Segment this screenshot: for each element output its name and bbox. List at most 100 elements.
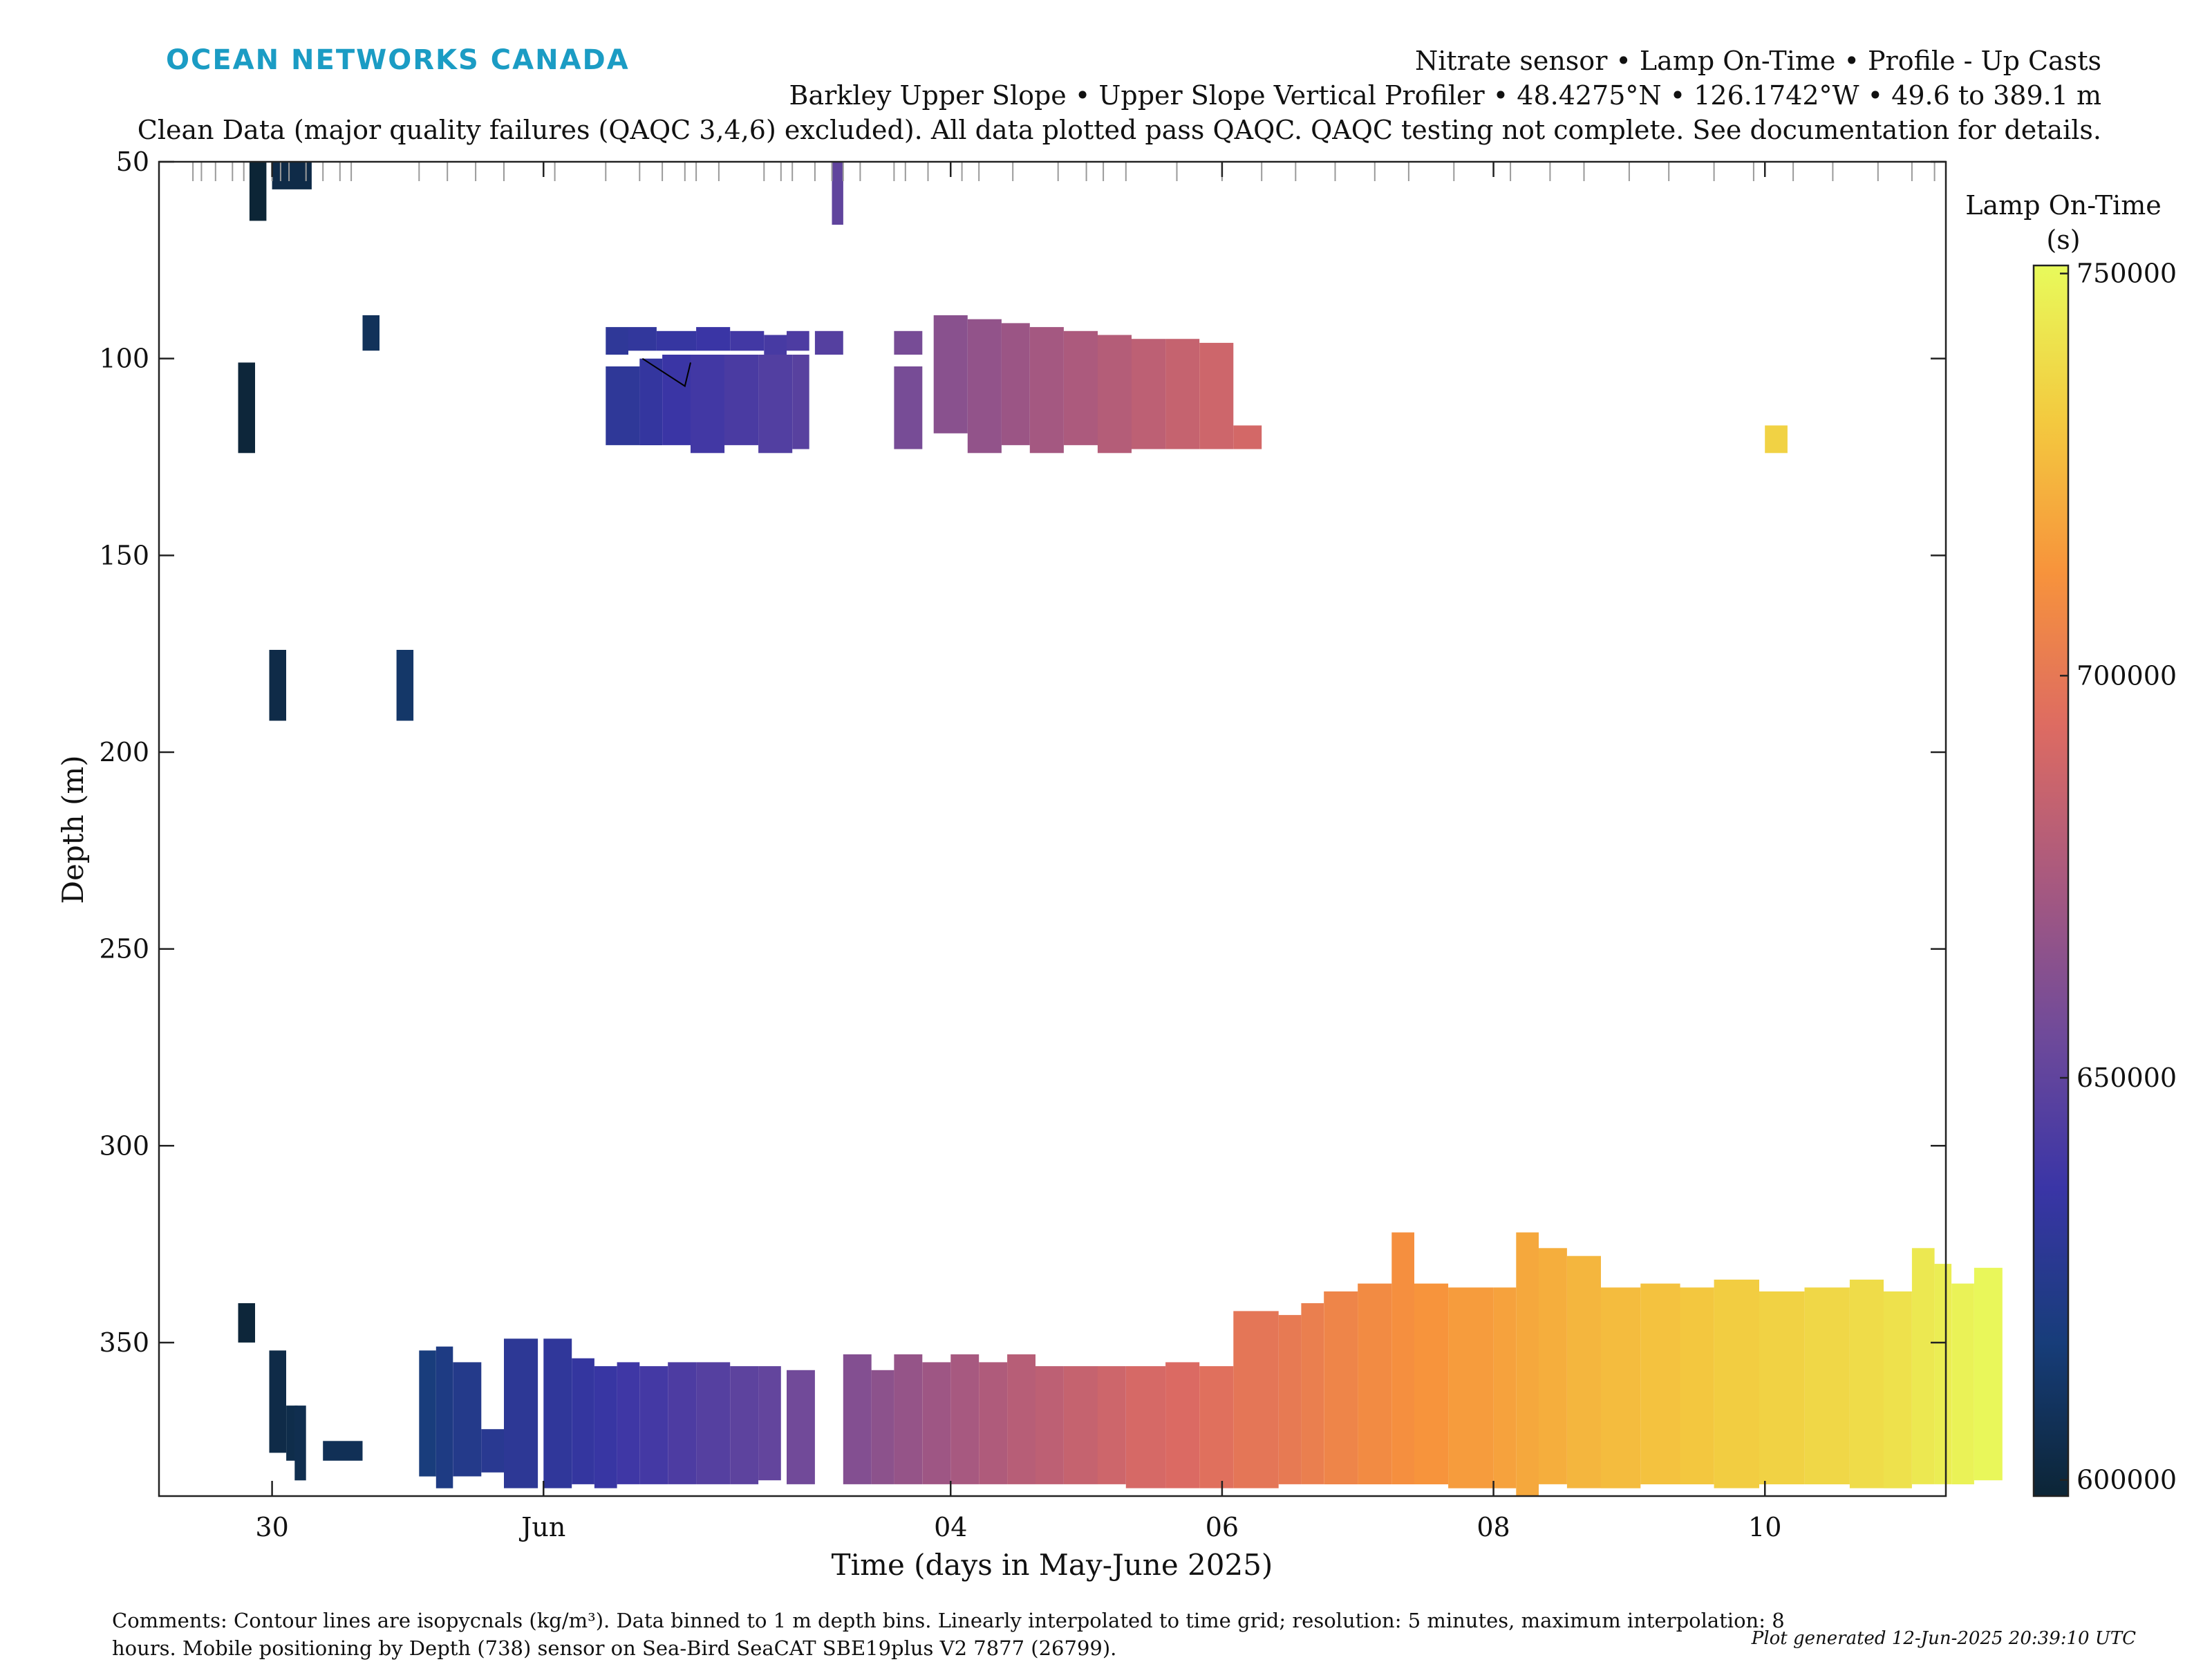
data-cell xyxy=(628,327,657,351)
data-cell xyxy=(1358,1283,1392,1484)
title-line-2: Barkley Upper Slope • Upper Slope Vertic… xyxy=(789,80,2101,111)
title-line-1: Nitrate sensor • Lamp On-Time • Profile … xyxy=(1415,46,2101,76)
data-cell xyxy=(543,1338,572,1488)
y-axis-label: Depth (m) xyxy=(56,755,90,904)
y-tick-label: 150 xyxy=(99,540,149,570)
data-cell xyxy=(323,1441,363,1461)
data-cell xyxy=(1414,1283,1449,1484)
data-cell xyxy=(362,315,379,351)
data-cell xyxy=(1640,1283,1680,1484)
data-cell xyxy=(967,319,1002,454)
data-cell xyxy=(238,362,255,454)
data-cell xyxy=(1233,425,1262,449)
data-cell xyxy=(639,358,662,445)
data-cell xyxy=(572,1358,594,1484)
data-cell xyxy=(979,1362,1008,1484)
data-cell xyxy=(1165,339,1200,449)
data-cell xyxy=(1493,1287,1517,1488)
data-cell xyxy=(792,355,809,449)
data-cell xyxy=(787,330,809,351)
data-cell xyxy=(1539,1248,1567,1484)
data-cell xyxy=(758,1366,781,1481)
data-cell xyxy=(1765,425,1788,454)
colorbar-tick-label: 600000 xyxy=(2077,1465,2177,1495)
data-cell xyxy=(269,1350,286,1453)
data-cell xyxy=(1199,1366,1234,1488)
y-tick-label: 50 xyxy=(116,147,149,177)
data-cell xyxy=(696,327,731,351)
onc-logo: OCEAN NETWORKS CANADA xyxy=(166,44,630,76)
data-cell xyxy=(453,1362,482,1477)
plot-area xyxy=(192,162,2003,1496)
data-cell xyxy=(1324,1291,1358,1484)
data-cell xyxy=(724,355,759,445)
data-cell xyxy=(1029,327,1064,454)
x-tick-label: Jun xyxy=(518,1512,565,1542)
data-cell xyxy=(696,1362,731,1484)
x-tick-label: 10 xyxy=(1748,1512,1781,1542)
data-cell xyxy=(814,330,843,355)
data-cell xyxy=(894,330,923,355)
data-cell xyxy=(1849,1279,1884,1488)
data-cell xyxy=(1934,1264,1952,1484)
data-cell xyxy=(1233,1311,1279,1488)
axes-box xyxy=(158,160,1947,1497)
data-cell xyxy=(249,162,267,221)
colorbar-tick-label: 700000 xyxy=(2077,660,2177,691)
colorbar-gradient xyxy=(2032,264,2070,1497)
data-cell xyxy=(730,330,765,351)
data-cell xyxy=(1680,1287,1714,1484)
data-cell xyxy=(1759,1291,1805,1484)
y-tick-label: 250 xyxy=(99,934,149,964)
data-cell xyxy=(294,1406,306,1481)
data-cell xyxy=(238,1303,255,1343)
colorbar-tick-label: 750000 xyxy=(2077,259,2177,289)
y-tick-label: 350 xyxy=(99,1327,149,1358)
data-cell xyxy=(1884,1291,1912,1488)
data-cell xyxy=(269,650,286,721)
data-cell xyxy=(691,355,725,454)
data-cell xyxy=(606,327,628,355)
data-cell xyxy=(832,162,843,225)
data-cell xyxy=(787,1370,815,1484)
data-cell xyxy=(1035,1366,1064,1484)
colorbar-unit: (s) xyxy=(2046,225,2080,255)
title-line-3: Clean Data (major quality failures (QAQC… xyxy=(137,115,2101,145)
data-cell xyxy=(1125,1366,1166,1488)
data-cell xyxy=(504,1338,538,1488)
data-cell xyxy=(656,330,697,351)
axes: 30 Jun 04 06 08 10 50 100 150 200 250 300 350 xyxy=(99,147,1947,1542)
data-cell xyxy=(662,355,691,445)
colorbar: 600000 650000 700000 750000 xyxy=(2032,259,2177,1497)
colorbar-label: Lamp On-Time xyxy=(1965,190,2161,221)
plot-generated-text: Plot generated 12-Jun-2025 20:39:10 UTC xyxy=(1751,1628,2136,1649)
y-tick-label: 100 xyxy=(99,344,149,374)
data-cell xyxy=(1132,339,1166,449)
x-tick-label: 30 xyxy=(255,1512,288,1542)
data-cell xyxy=(1199,342,1234,449)
data-cell xyxy=(1001,323,1030,445)
data-cell xyxy=(1714,1279,1759,1488)
data-cell xyxy=(668,1362,697,1484)
data-cell xyxy=(950,1354,980,1484)
data-cell xyxy=(1007,1354,1035,1484)
data-cell xyxy=(1601,1287,1641,1488)
data-cell xyxy=(1063,1366,1098,1484)
y-tick-label: 300 xyxy=(99,1130,149,1161)
comments-text: Comments: Contour lines are isopycnals (… xyxy=(112,1609,1785,1660)
data-cell xyxy=(594,1366,617,1488)
data-cell xyxy=(396,650,414,721)
data-cell xyxy=(1911,1248,1935,1484)
y-tick-label: 200 xyxy=(99,737,149,767)
data-cell xyxy=(1516,1232,1539,1496)
data-cell xyxy=(1063,330,1098,445)
data-cell xyxy=(1448,1287,1494,1488)
data-cell xyxy=(1097,1366,1126,1484)
data-cell xyxy=(843,1354,872,1484)
data-cell xyxy=(764,335,787,355)
data-cell xyxy=(1301,1303,1324,1484)
data-cell xyxy=(894,1354,923,1484)
data-cell xyxy=(894,366,923,449)
x-tick-label: 08 xyxy=(1477,1512,1510,1542)
